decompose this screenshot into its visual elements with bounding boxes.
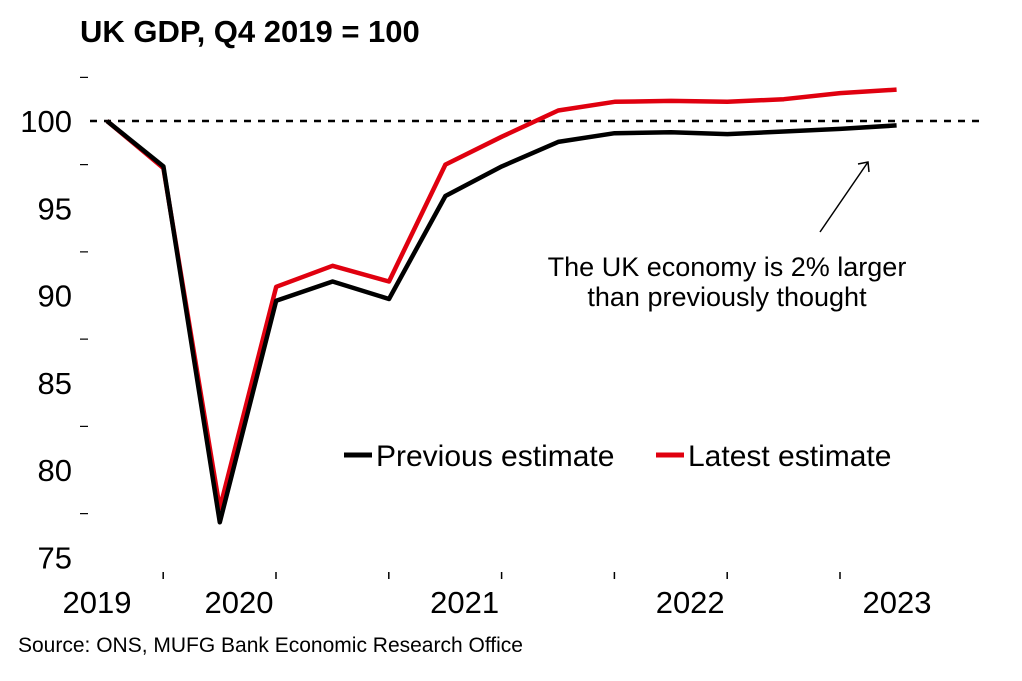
y-tick-label: 80 <box>38 453 72 488</box>
y-tick-label: 75 <box>38 540 72 575</box>
legend: Previous estimate Latest estimate <box>344 440 891 473</box>
annotation-arrow <box>819 161 869 233</box>
annotation-line-1: The UK economy is 2% larger <box>548 252 907 282</box>
x-tick-label: 2023 <box>863 585 932 620</box>
annotation-line-2: than previously thought <box>587 282 867 312</box>
legend-label-latest: Latest estimate <box>688 440 891 473</box>
x-axis: 2019 2020 2021 2022 2023 <box>63 572 932 620</box>
y-tick-label: 95 <box>38 191 72 226</box>
source-note: Source: ONS, MUFG Bank Economic Research… <box>18 634 523 657</box>
annotation: The UK economy is 2% larger than previou… <box>548 161 907 312</box>
chart-title: UK GDP, Q4 2019 = 100 <box>80 14 420 49</box>
y-axis: 75 80 85 90 95 100 <box>20 76 88 575</box>
y-tick-label: 90 <box>38 279 72 314</box>
x-tick-label: 2019 <box>63 585 132 620</box>
legend-label-previous: Previous estimate <box>376 440 614 473</box>
y-tick-label: 100 <box>20 104 72 139</box>
x-tick-label: 2021 <box>430 585 499 620</box>
annotation-arrow-head <box>857 161 870 173</box>
series-line-previous <box>105 119 897 525</box>
series-line-latest <box>105 87 897 511</box>
x-tick-label: 2020 <box>205 585 274 620</box>
x-tick-label: 2022 <box>656 585 725 620</box>
y-tick-label: 85 <box>38 366 72 401</box>
series-layer <box>105 87 897 525</box>
